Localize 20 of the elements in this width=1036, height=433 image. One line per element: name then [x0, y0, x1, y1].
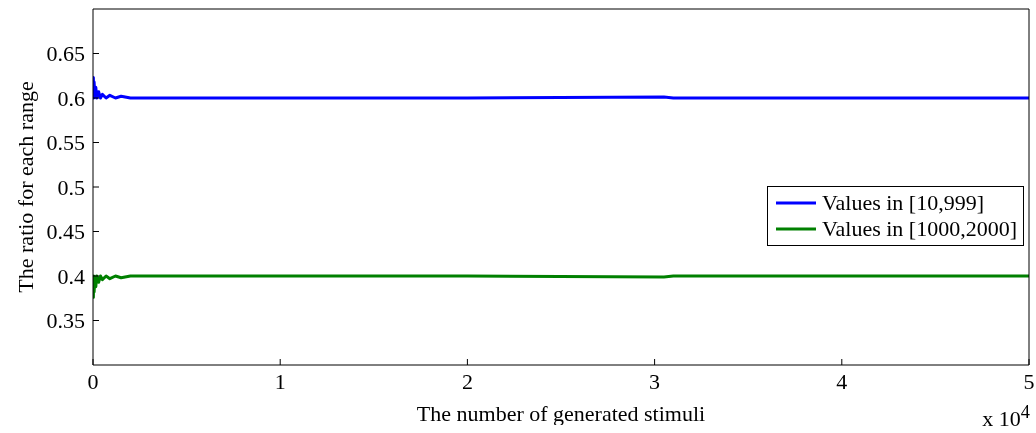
line-series [93, 76, 1029, 100]
x-tick-label: 3 [649, 368, 661, 394]
y-tick-label: 0.45 [46, 219, 85, 245]
x-tick-label: 0 [87, 368, 99, 394]
legend-label: Values in [10,999] [822, 190, 984, 216]
line-series [93, 274, 1029, 299]
y-axis-title: The ratio for each range [13, 81, 39, 293]
y-tick-label: 0.4 [57, 263, 85, 289]
y-tick-label: 0.6 [57, 85, 85, 111]
y-tick-label: 0.5 [57, 174, 85, 200]
legend-label: Values in [1000,2000] [822, 216, 1017, 242]
y-tick-label: 0.65 [46, 41, 85, 67]
text: x 10$^{4}$ [982, 402, 1030, 433]
x-axis-title: The number of generated stimuli [416, 401, 706, 426]
x-tick-label: 2 [461, 368, 473, 394]
x-tick-label: 5 [1023, 368, 1035, 394]
y-tick-label: 0.35 [46, 308, 85, 334]
y-tick-label: 0.55 [46, 130, 85, 156]
x-tick-label: 4 [836, 368, 848, 394]
x-tick-label: 1 [274, 368, 286, 394]
